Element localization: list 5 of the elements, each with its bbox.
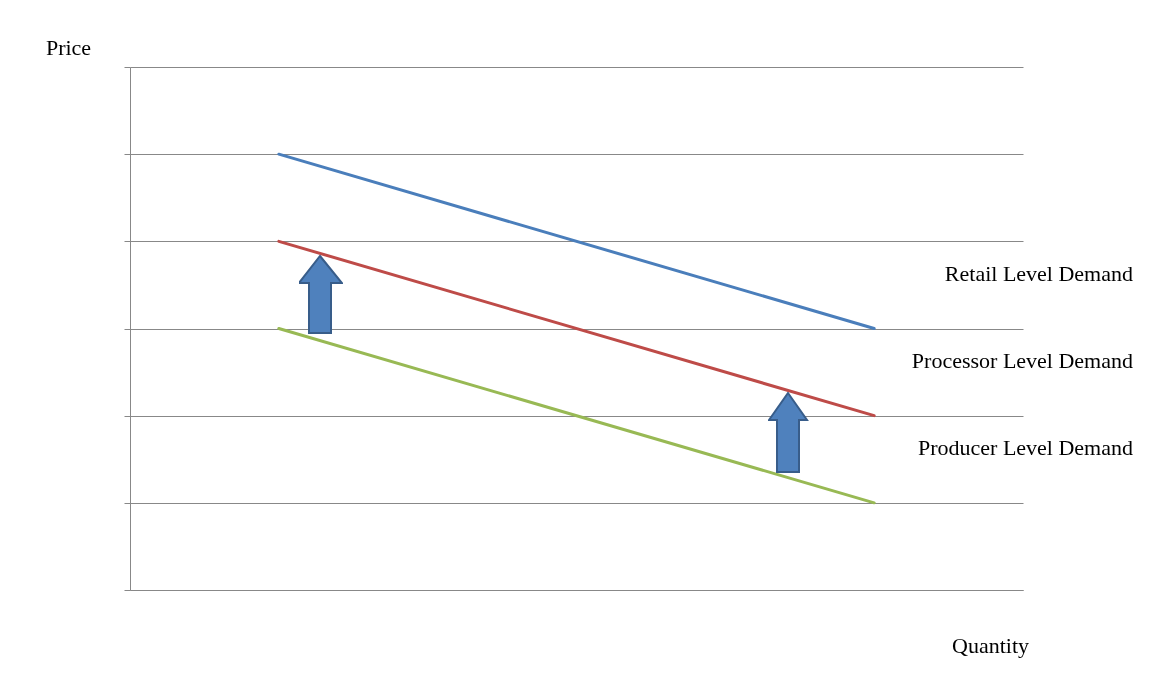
text: Retail Level Demand (944, 260, 1133, 286)
x-axis-title: Quantity (952, 632, 1029, 658)
y-axis-title: Price (45, 34, 92, 60)
text: Processor Level Demand (911, 347, 1133, 373)
text: Producer Level Demand (917, 434, 1133, 460)
